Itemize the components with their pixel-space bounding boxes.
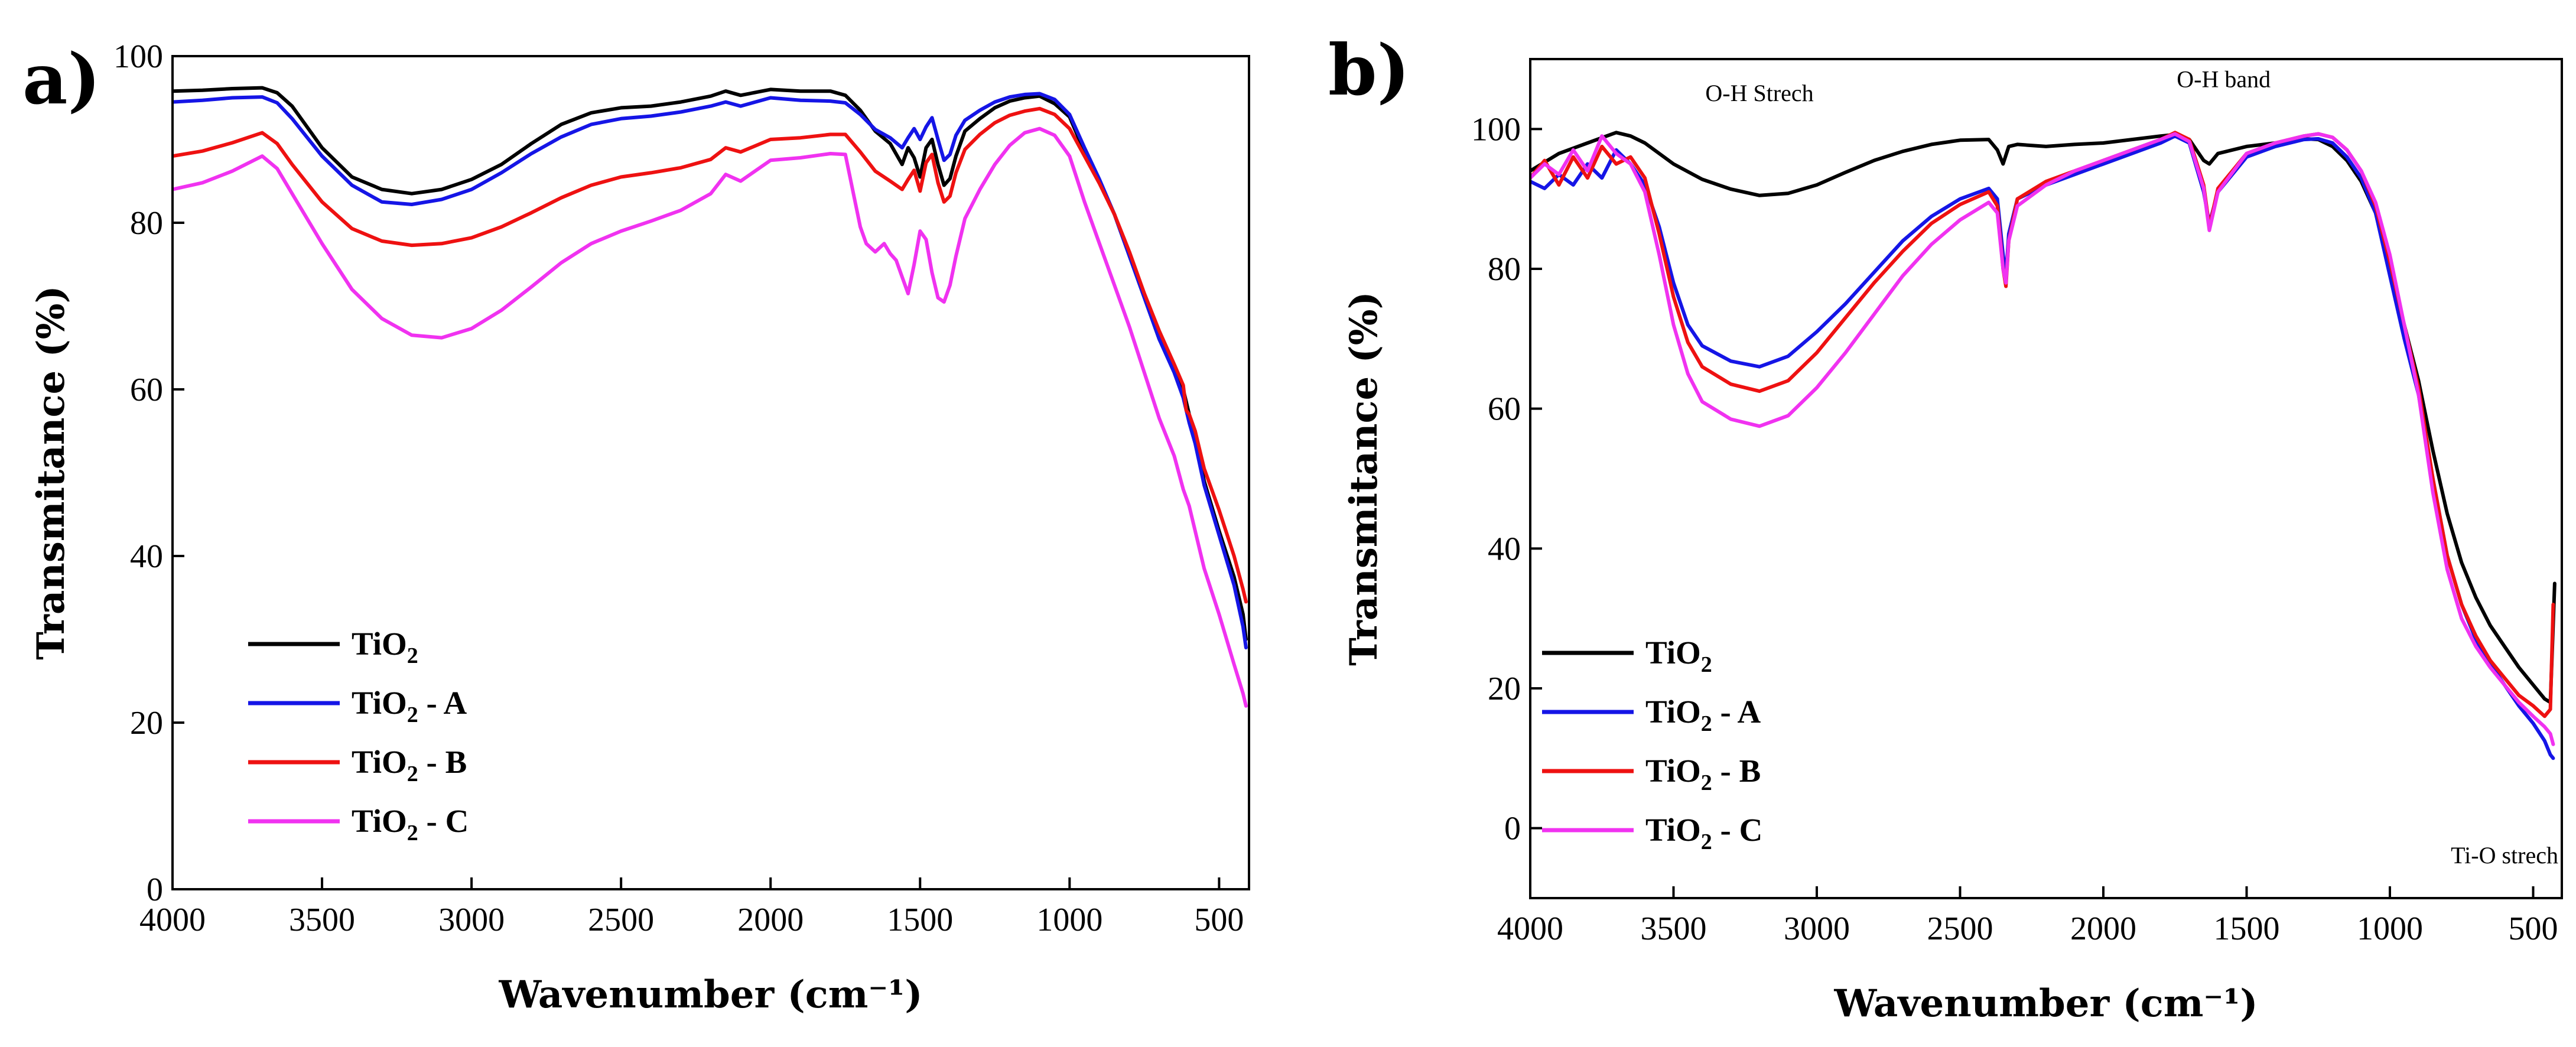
- x-tick-label: 1500: [887, 902, 953, 938]
- x-tick-label: 1000: [1036, 902, 1102, 938]
- x-tick-label: 4000: [139, 902, 206, 938]
- x-tick-label: 2500: [1927, 911, 1993, 947]
- legend-label-suffix: - A: [1712, 694, 1761, 730]
- legend-label-subscript: 2: [407, 703, 418, 727]
- series-line-1: [173, 92, 1248, 650]
- legend-label-1: TiO2 - A: [1645, 694, 1761, 736]
- panel-label: b): [1328, 29, 1410, 111]
- x-tick-label: 2500: [588, 902, 654, 938]
- x-axis-title: Wavenumber (cm⁻¹): [499, 973, 923, 1017]
- y-tick-label: 100: [1471, 111, 1521, 148]
- y-tick-label: 20: [130, 705, 163, 742]
- y-axis-title: Transmitance (%): [1342, 291, 1386, 666]
- legend-label-3: TiO2 - C: [352, 803, 469, 846]
- series-line-3: [1530, 132, 2555, 746]
- legend-label-subscript: 2: [407, 643, 418, 668]
- legend-label-suffix: - C: [1712, 812, 1763, 848]
- legend-label-suffix: - B: [418, 744, 467, 780]
- x-tick-label: 2000: [2070, 911, 2136, 947]
- x-tick-label: 4000: [1497, 911, 1563, 947]
- annotation-1: O-H band: [2177, 66, 2271, 92]
- legend-label-main: TiO: [1645, 753, 1701, 789]
- y-tick-label: 80: [1488, 251, 1521, 288]
- legend-label-main: TiO: [352, 626, 407, 662]
- series-line-2: [173, 106, 1248, 604]
- chart-panel-b: b) 4000 3500 3000 2500 2000 1500 1000 500 0 20 40 60…: [1328, 29, 2563, 1026]
- y-tick-label: 0: [147, 872, 163, 908]
- legend-label-2: TiO2 - B: [352, 744, 467, 786]
- x-tick-label: 1000: [2357, 911, 2423, 947]
- x-tick-label: 500: [2509, 911, 2558, 947]
- legend-label-subscript: 2: [1701, 830, 1712, 854]
- y-tick-label: 40: [130, 538, 163, 575]
- y-tick-label: 40: [1488, 531, 1521, 567]
- legend-label-2: TiO2 - B: [1645, 753, 1761, 795]
- y-tick-label: 100: [113, 38, 163, 75]
- x-tick-label: 3000: [1784, 911, 1850, 947]
- plot-frame: [171, 55, 1250, 890]
- series-line-3: [173, 126, 1248, 708]
- series-line-0: [1530, 131, 2557, 704]
- chart-panel-a: a) 4000 3500 3000 2500 2000 1500 1000 500 0 20 40 60…: [22, 38, 1250, 1017]
- series-line-0: [173, 86, 1248, 641]
- annotation-2: Ti-O strech: [2451, 842, 2558, 869]
- x-tick-label: 2000: [737, 902, 804, 938]
- y-tick-label: 60: [130, 372, 163, 408]
- legend-label-suffix: - A: [418, 685, 467, 721]
- legend-label-suffix: - C: [418, 803, 469, 839]
- legend-label-suffix: - B: [1712, 753, 1761, 789]
- panel-label: a): [22, 38, 100, 120]
- y-tick-label: 0: [1504, 811, 1521, 847]
- legend-label-subscript: 2: [407, 821, 418, 846]
- y-tick-label: 60: [1488, 391, 1521, 428]
- legend-label-subscript: 2: [1701, 770, 1712, 795]
- legend-label-main: TiO: [352, 685, 407, 721]
- legend-label-3: TiO2 - C: [1645, 812, 1762, 854]
- annotation-0: O-H Strech: [1705, 80, 1813, 106]
- x-tick-label: 1500: [2214, 911, 2280, 947]
- legend-label-subscript: 2: [1701, 652, 1712, 677]
- legend-label-0: TiO2: [1645, 635, 1712, 677]
- y-tick-label: 20: [1488, 671, 1521, 707]
- x-tick-label: 3500: [289, 902, 355, 938]
- legend-label-1: TiO2 - A: [352, 685, 467, 727]
- legend-label-main: TiO: [1645, 694, 1701, 730]
- x-axis-title: Wavenumber (cm⁻¹): [1834, 981, 2258, 1026]
- legend-label-main: TiO: [352, 803, 407, 839]
- legend-label-subscript: 2: [407, 762, 418, 786]
- legend-label-main: TiO: [1645, 812, 1701, 848]
- x-tick-label: 500: [1194, 902, 1244, 938]
- plot-frame: [1529, 58, 2563, 899]
- legend-label-subscript: 2: [1701, 711, 1712, 736]
- series-group: [173, 86, 1248, 708]
- legend-label-main: TiO: [352, 744, 407, 780]
- legend-label-0: TiO2: [352, 626, 418, 668]
- legend-label-main: TiO: [1645, 635, 1701, 671]
- series-group: [1530, 131, 2557, 760]
- x-tick-label: 3500: [1641, 911, 1707, 947]
- series-line-2: [1530, 131, 2555, 718]
- y-tick-label: 80: [130, 205, 163, 242]
- y-axis-title: Transmitance (%): [29, 285, 73, 660]
- x-tick-label: 3000: [438, 902, 505, 938]
